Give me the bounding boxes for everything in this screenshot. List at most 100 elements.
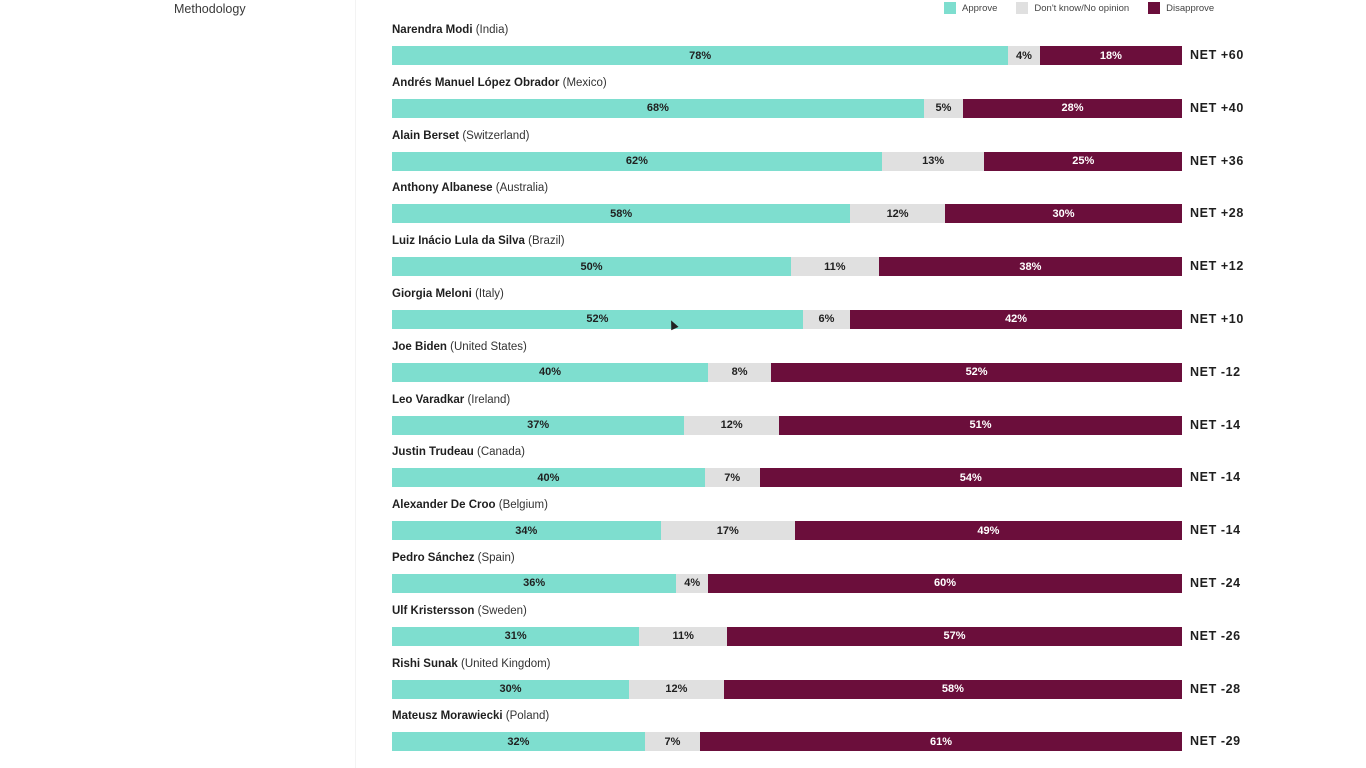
chart-row: Mateusz Morawiecki (Poland) 32% 7% 61% NET -…: [392, 708, 1272, 761]
bar-segment-dont_know: 5%: [923, 98, 963, 118]
bar-segment-dont_know: 12%: [684, 415, 780, 435]
bar-segment-approve: 62%: [392, 151, 882, 171]
country-name: (Switzerland): [462, 129, 530, 142]
net-value: NET +12: [1190, 259, 1244, 274]
bar-segment-dont_know: 11%: [639, 626, 728, 646]
legend-label-1: Don't know/No opinion: [1034, 2, 1130, 14]
legend-swatch-1: [1016, 2, 1029, 14]
sidebar-link-methodology[interactable]: Methodology: [174, 2, 246, 16]
chart-row: Pedro Sánchez (Spain) 36% 4% 60% NET -24: [392, 550, 1272, 603]
bar-segment-disapprove: 52%: [771, 362, 1182, 382]
bar-segment-approve: 37%: [392, 415, 685, 435]
row-label: Ulf Kristersson (Sweden): [392, 605, 527, 617]
row-label: Narendra Modi (India): [392, 24, 508, 36]
country-name: (Belgium): [498, 499, 548, 512]
leader-name: Narendra Modi: [392, 24, 473, 36]
stacked-bar: 52% 6% 42%: [392, 309, 1182, 329]
chart-row: Joe Biden (United States) 40% 8% 52% NET -12: [392, 339, 1272, 392]
chart-row: Alain Berset (Switzerland) 62% 13% 25% NET +…: [392, 128, 1272, 181]
row-label: Leo Varadkar (Ireland): [392, 394, 510, 406]
bar-segment-disapprove: 60%: [707, 573, 1182, 593]
legend-swatch-0: [944, 2, 956, 14]
chart-row: Justin Trudeau (Canada) 40% 7% 54% NET -14: [392, 444, 1272, 497]
bar-segment-dont_know: 17%: [660, 521, 795, 541]
bar-segment-disapprove: 18%: [1039, 46, 1182, 65]
legend-item-2: Disapprove: [1148, 2, 1214, 14]
row-label: Giorgia Meloni (Italy): [392, 288, 504, 300]
legend-item-1: Don't know/No opinion: [1016, 2, 1129, 14]
leader-name: Mateusz Morawiecki: [392, 710, 503, 723]
stacked-bar: 40% 8% 52%: [392, 362, 1182, 382]
country-name: (Mexico): [562, 76, 607, 89]
row-label: Rishi Sunak (United Kingdom): [392, 658, 551, 670]
bar-segment-disapprove: 61%: [700, 732, 1182, 752]
net-value: NET -29: [1190, 734, 1241, 749]
bar-segment-disapprove: 58%: [723, 679, 1182, 699]
leader-name: Justin Trudeau: [392, 446, 474, 459]
bar-segment-dont_know: 6%: [802, 309, 851, 329]
leader-name: Alexander De Croo: [392, 499, 496, 512]
bar-segment-disapprove: 51%: [779, 415, 1182, 435]
bar-segment-disapprove: 49%: [794, 521, 1182, 541]
bar-segment-dont_know: 8%: [708, 362, 772, 382]
bar-segment-disapprove: 25%: [984, 151, 1182, 171]
stacked-bar: 36% 4% 60%: [392, 573, 1182, 593]
row-label: Alexander De Croo (Belgium): [392, 499, 548, 511]
net-value: NET -28: [1190, 681, 1241, 696]
country-name: (Spain): [477, 551, 515, 564]
leader-name: Andrés Manuel López Obrador: [392, 76, 560, 89]
bar-segment-dont_know: 11%: [790, 257, 879, 277]
stacked-bar: 32% 7% 61%: [392, 732, 1182, 752]
leader-name: Pedro Sánchez: [392, 551, 475, 564]
bar-segment-approve: 58%: [392, 204, 851, 224]
stacked-bar: 40% 7% 54%: [392, 468, 1182, 488]
bar-segment-dont_know: 13%: [881, 151, 985, 171]
bar-segment-approve: 68%: [392, 98, 924, 118]
country-name: (United States): [450, 340, 527, 353]
net-value: NET -14: [1190, 470, 1241, 485]
legend-item-0: Approve: [944, 2, 997, 14]
stacked-bar: 37% 12% 51%: [392, 415, 1182, 435]
leader-name: Leo Varadkar: [392, 393, 465, 406]
chart-row: Anthony Albanese (Australia) 58% 12% 30% NET…: [392, 180, 1272, 233]
leader-name: Anthony Albanese: [392, 182, 493, 195]
bar-segment-approve: 36%: [392, 573, 677, 593]
chart-row: Andrés Manuel López Obrador (Mexico) 68% 5…: [392, 75, 1272, 128]
bar-segment-disapprove: 42%: [850, 309, 1182, 329]
bar-segment-disapprove: 54%: [759, 468, 1182, 488]
country-name: (Italy): [475, 287, 504, 300]
bar-segment-disapprove: 57%: [727, 626, 1182, 646]
chart-row: Ulf Kristersson (Sweden) 31% 11% 57% NET -26: [392, 603, 1272, 656]
net-value: NET -12: [1190, 364, 1241, 379]
bar-segment-approve: 40%: [392, 362, 708, 382]
country-name: (Poland): [505, 710, 550, 723]
chart-row: Rishi Sunak (United Kingdom) 30% 12% 58% NET…: [392, 656, 1272, 709]
bar-segment-dont_know: 7%: [644, 732, 701, 752]
legend-label-0: Approve: [962, 2, 998, 14]
bar-segment-disapprove: 28%: [962, 98, 1182, 118]
leader-name: Giorgia Meloni: [392, 287, 472, 300]
bar-segment-approve: 52%: [392, 309, 803, 329]
leader-name: Ulf Kristersson: [392, 604, 475, 617]
approval-chart: Narendra Modi (India) 78% 4% 18% NET +60 Andr…: [392, 22, 1272, 761]
country-name: (Canada): [477, 446, 525, 459]
net-value: NET +28: [1190, 206, 1244, 221]
stacked-bar: 50% 11% 38%: [392, 257, 1182, 277]
legend-label-2: Disapprove: [1166, 2, 1215, 14]
bar-segment-disapprove: 38%: [878, 257, 1182, 277]
chart-row: Giorgia Meloni (Italy) 52% 6% 42% NET +10: [392, 286, 1272, 339]
chart-legend: Approve Don't know/No opinion Disapprove: [944, 2, 1214, 14]
bar-segment-approve: 31%: [392, 626, 640, 646]
row-label: Joe Biden (United States): [392, 341, 527, 353]
country-name: (Brazil): [528, 235, 565, 248]
bar-segment-dont_know: 4%: [676, 573, 708, 593]
net-value: NET -26: [1190, 628, 1241, 643]
stacked-bar: 31% 11% 57%: [392, 626, 1182, 646]
bar-segment-dont_know: 4%: [1008, 46, 1040, 65]
country-name: (Sweden): [477, 604, 527, 617]
bar-segment-approve: 30%: [392, 679, 629, 699]
stacked-bar: 78% 4% 18%: [392, 46, 1182, 65]
row-label: Anthony Albanese (Australia): [392, 182, 548, 194]
country-name: (India): [475, 24, 509, 36]
net-value: NET -14: [1190, 523, 1241, 538]
